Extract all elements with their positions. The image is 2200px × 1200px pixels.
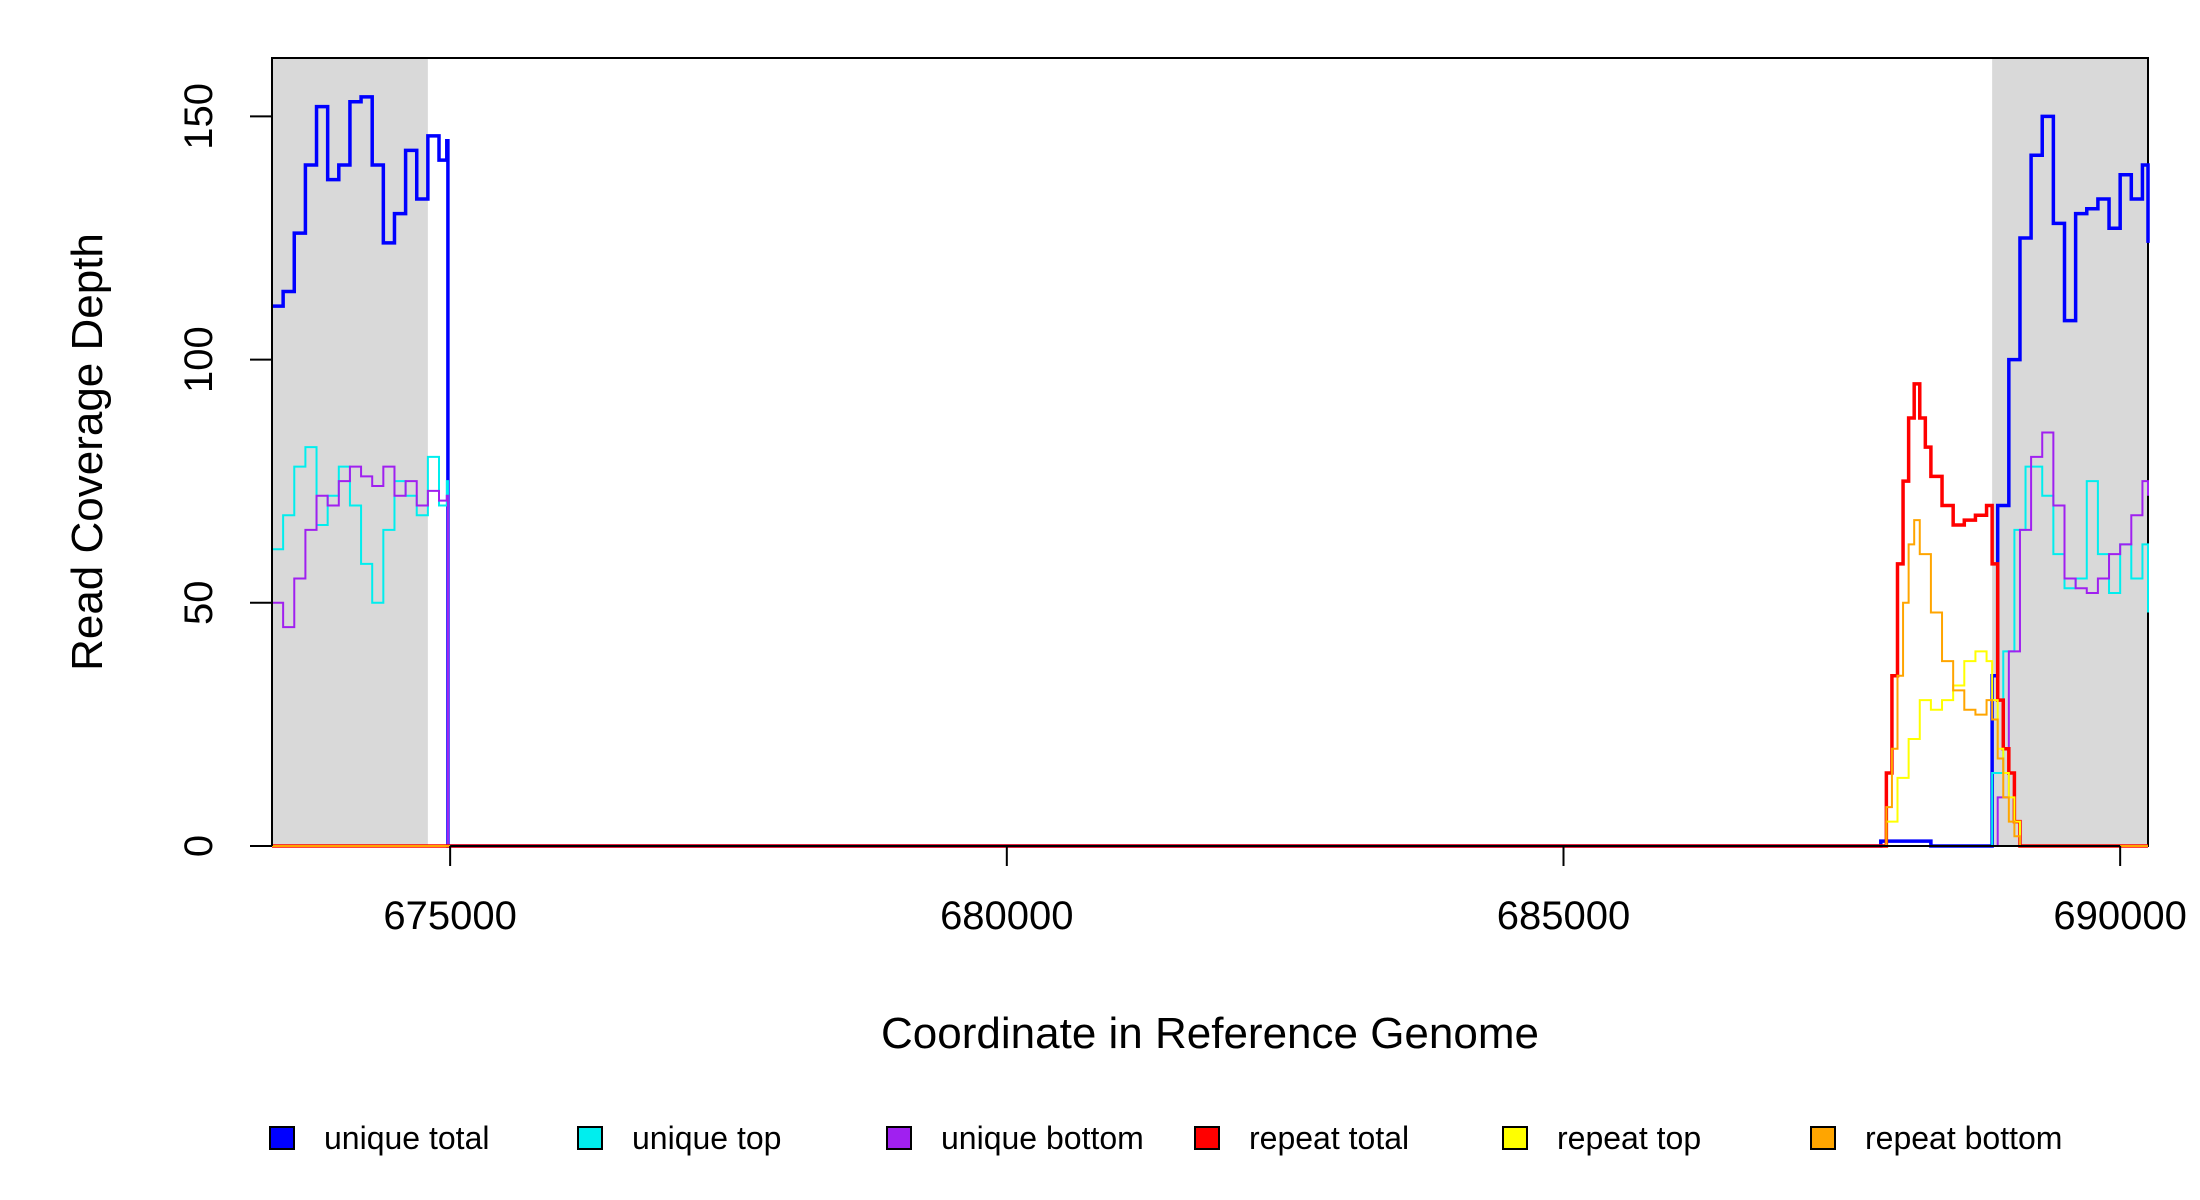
- x-axis-title: Coordinate in Reference Genome: [881, 1009, 1539, 1058]
- plot-frame: [271, 57, 2149, 847]
- legend-item-repeat-total: repeat total: [1194, 1120, 1409, 1156]
- axes: 675000 680000 685000 690000 0 50 100 150: [177, 83, 2187, 938]
- series-line-unique-total: [272, 95, 2150, 848]
- legend: unique total unique top unique bottom repea…: [269, 1120, 2062, 1156]
- legend-label: unique bottom: [941, 1120, 1144, 1156]
- x-tick-label: 675000: [383, 894, 516, 938]
- x-tick-label: 690000: [2053, 894, 2186, 938]
- legend-label: unique top: [632, 1120, 781, 1156]
- y-tick-label: 50: [177, 581, 221, 626]
- legend-swatch: [1502, 1126, 1528, 1150]
- legend-item-unique-total: unique total: [269, 1120, 489, 1156]
- legend-swatch: [886, 1126, 912, 1150]
- x-tick-label: 685000: [1497, 894, 1630, 938]
- legend-swatch: [1194, 1126, 1220, 1150]
- series-line-repeat-top: [272, 650, 2148, 847]
- y-tick-label: 100: [177, 326, 221, 393]
- legend-swatch: [1810, 1126, 1836, 1150]
- legend-swatch: [577, 1126, 603, 1150]
- series-line-unique-top: [272, 446, 2149, 847]
- y-tick-label: 150: [177, 83, 221, 150]
- legend-label: repeat top: [1557, 1120, 1701, 1156]
- shaded-region-1: [272, 58, 428, 846]
- shaded-regions: [272, 58, 2148, 846]
- x-tick-label: 680000: [940, 894, 1073, 938]
- legend-item-repeat-top: repeat top: [1502, 1120, 1701, 1156]
- y-axis-title: Read Coverage Depth: [63, 233, 112, 671]
- legend-label: unique total: [324, 1120, 489, 1156]
- legend-item-unique-bottom: unique bottom: [886, 1120, 1144, 1156]
- series-line-repeat-total: [272, 382, 2148, 848]
- legend-swatch: [269, 1126, 295, 1150]
- legend-label: repeat bottom: [1865, 1120, 2062, 1156]
- shaded-region-2: [1992, 58, 2148, 846]
- series-line-unique-bottom: [272, 431, 2149, 847]
- legend-item-repeat-bottom: repeat bottom: [1810, 1120, 2062, 1156]
- legend-label: repeat total: [1249, 1120, 1409, 1156]
- y-tick-label: 0: [177, 835, 221, 857]
- legend-item-unique-top: unique top: [577, 1120, 781, 1156]
- series-line-repeat-bottom: [272, 519, 2148, 847]
- series-lines: [272, 95, 2150, 848]
